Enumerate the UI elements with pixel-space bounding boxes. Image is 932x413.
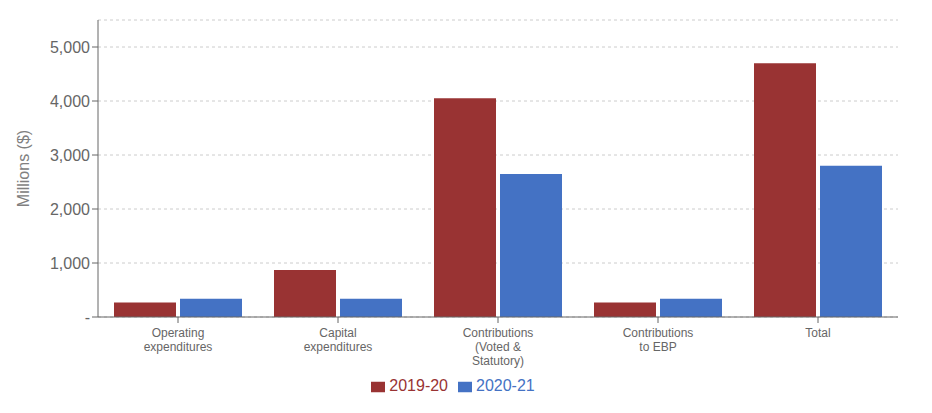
svg-text:Operatingexpenditures: Operatingexpenditures [144, 326, 213, 354]
svg-text:Total: Total [805, 326, 830, 340]
html-text:2019-20: 2019-20 [389, 377, 448, 394]
svg-text:5,000: 5,000 [50, 39, 90, 56]
html-text:2020-21: 2020-21 [476, 377, 535, 394]
svg-text:2,000: 2,000 [50, 201, 90, 218]
svg-text:Contributionsto EBP: Contributionsto EBP [623, 326, 694, 354]
svg-text:Capitalexpenditures: Capitalexpenditures [304, 326, 373, 354]
svg-text:3,000: 3,000 [50, 147, 90, 164]
svg-text:Contributions(Voted &Statutory: Contributions(Voted &Statutory) [463, 326, 534, 368]
svg-text:-: - [85, 309, 90, 326]
svg-text:Millions ($): Millions ($) [15, 130, 32, 207]
svg-text:1,000: 1,000 [50, 255, 90, 272]
svg-text:4,000: 4,000 [50, 93, 90, 110]
